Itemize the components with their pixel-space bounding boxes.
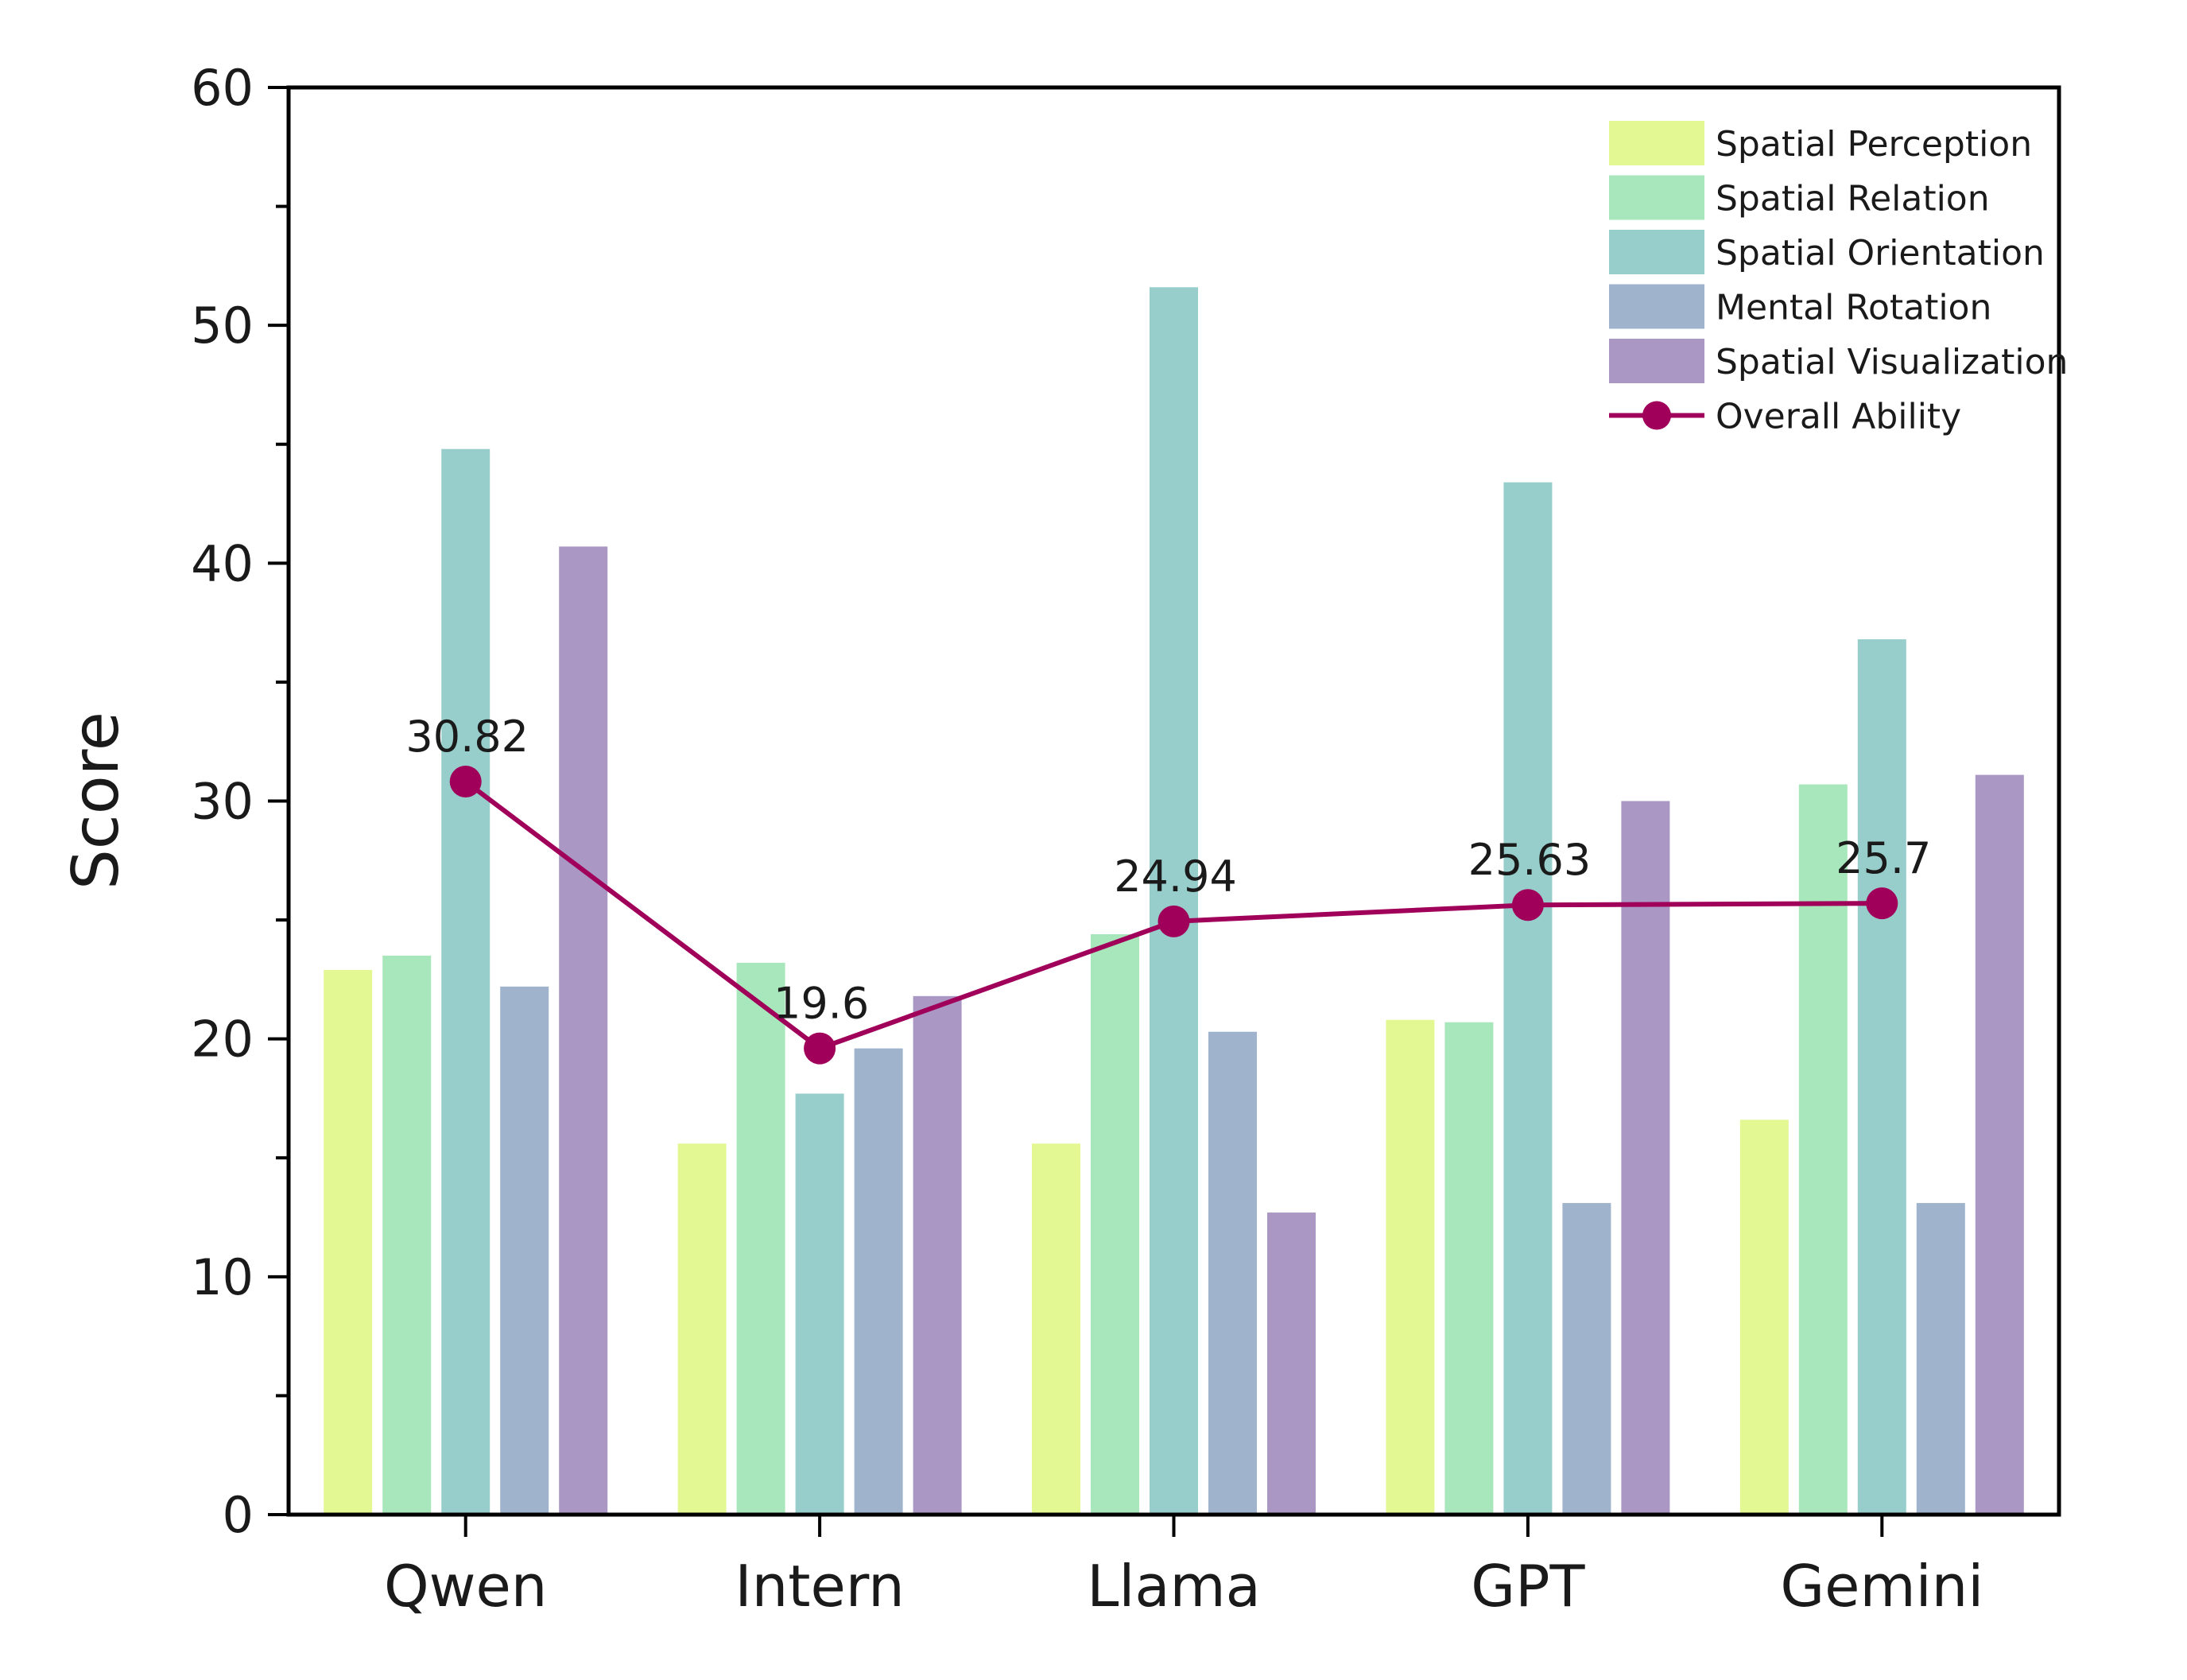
bar-gpt-spatial-orientation: [1503, 482, 1553, 1515]
y-tick-label: 50: [191, 297, 254, 355]
y-tick-label: 10: [191, 1248, 254, 1306]
overall-ability-point-intern: [804, 1032, 836, 1065]
bar-gemini-spatial-orientation: [1857, 639, 1906, 1515]
bar-group: [324, 287, 2024, 1515]
overall-ability-label-llama: 24.94: [1114, 852, 1237, 902]
bar-qwen-spatial-perception: [324, 969, 373, 1515]
overall-ability-point-gemini: [1866, 887, 1898, 920]
legend-swatch-spatial-orientation: [1609, 230, 1704, 274]
bar-gemini-spatial-perception: [1739, 1119, 1789, 1515]
x-tick-label-gemini: Gemini: [1780, 1553, 1983, 1620]
bar-gemini-spatial-relation: [1798, 784, 1848, 1515]
legend-label-spatial-perception: Spatial Perception: [1716, 124, 2032, 165]
bar-qwen-spatial-visualization: [559, 546, 608, 1515]
bar-intern-spatial-relation: [736, 962, 785, 1515]
x-tick-label-gpt: GPT: [1471, 1553, 1585, 1620]
bar-intern-spatial-perception: [677, 1143, 727, 1515]
bar-gemini-spatial-visualization: [1975, 774, 2024, 1515]
bar-intern-spatial-visualization: [913, 995, 962, 1515]
y-axis: 0 10 20 30 40 50 60: [191, 59, 289, 1544]
legend-label-overall-ability: Overall Ability: [1716, 397, 1961, 437]
legend-swatch-mental-rotation: [1609, 284, 1704, 329]
x-tick-label-intern: Intern: [735, 1553, 904, 1620]
bar-qwen-spatial-orientation: [441, 448, 491, 1515]
y-tick-label: 40: [191, 534, 254, 592]
legend-swatch-spatial-relation: [1609, 175, 1704, 220]
bar-intern-spatial-orientation: [795, 1093, 844, 1515]
bar-gpt-spatial-perception: [1386, 1019, 1435, 1515]
bar-llama-spatial-orientation: [1150, 287, 1198, 1515]
overall-ability-label-gpt: 25.63: [1468, 835, 1592, 885]
y-tick-label: 0: [223, 1486, 254, 1544]
bar-intern-mental-rotation: [854, 1048, 903, 1515]
y-axis-title: Score: [59, 712, 133, 890]
legend-label-spatial-visualization: Spatial Visualization: [1716, 342, 2068, 382]
bar-gpt-spatial-visualization: [1621, 801, 1670, 1515]
legend-swatch-spatial-visualization: [1609, 339, 1704, 383]
bar-llama-spatial-visualization: [1267, 1212, 1316, 1515]
overall-ability-label-gemini: 25.7: [1836, 833, 1931, 883]
bar-llama-spatial-relation: [1091, 934, 1139, 1515]
bar-llama-mental-rotation: [1208, 1031, 1257, 1515]
x-tick-label-qwen: Qwen: [384, 1553, 548, 1620]
bar-llama-spatial-perception: [1032, 1143, 1080, 1515]
y-tick-label: 60: [191, 59, 254, 117]
legend: Spatial Perception Spatial Relation Spatia…: [1609, 121, 2068, 437]
y-tick-label: 30: [191, 773, 254, 831]
legend-label-spatial-orientation: Spatial Orientation: [1716, 233, 2045, 274]
legend-marker-overall-ability: [1642, 401, 1671, 430]
x-tick-label-llama: Llama: [1087, 1553, 1261, 1620]
bar-gemini-mental-rotation: [1916, 1203, 1965, 1515]
bar-qwen-spatial-relation: [382, 955, 432, 1515]
overall-line-layer: 30.82 19.6 24.94 25.63 25.7: [405, 712, 1931, 1065]
legend-label-spatial-relation: Spatial Relation: [1716, 179, 1990, 219]
bar-gpt-spatial-relation: [1444, 1022, 1494, 1515]
overall-ability-point-llama: [1157, 905, 1190, 937]
legend-label-mental-rotation: Mental Rotation: [1716, 288, 1991, 328]
bar-qwen-mental-rotation: [500, 986, 549, 1515]
x-axis: Qwen Intern Llama GPT Gemini: [384, 1515, 1983, 1620]
overall-ability-point-qwen: [449, 765, 482, 797]
y-tick-label: 20: [191, 1011, 254, 1069]
overall-ability-point-gpt: [1511, 889, 1544, 921]
overall-ability-label-intern: 19.6: [774, 979, 869, 1029]
legend-swatch-spatial-perception: [1609, 121, 1704, 165]
overall-ability-label-qwen: 30.82: [405, 712, 529, 762]
bar-gpt-mental-rotation: [1562, 1203, 1611, 1515]
